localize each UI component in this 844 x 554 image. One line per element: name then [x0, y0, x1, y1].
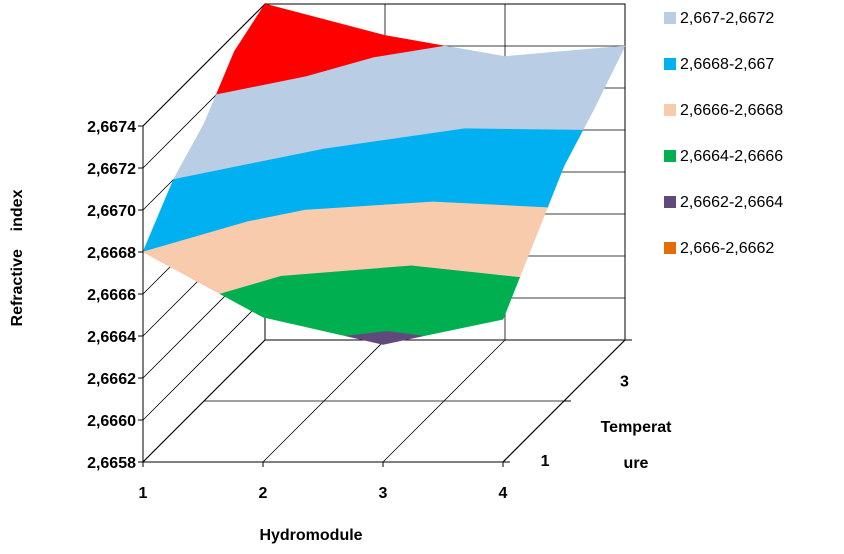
legend-swatch	[664, 196, 676, 208]
z-axis-title-line1: Temperat	[601, 419, 673, 436]
legend-swatch	[664, 12, 676, 24]
chart-legend: 2,667-2,6672 2,6668-2,667 2,6666-2,6668 2,6…	[664, 10, 783, 257]
legend-label: 2,667-2,6672	[680, 10, 774, 27]
legend-label: 2,6668-2,667	[680, 56, 774, 73]
legend-label: 2,6662-2,6664	[680, 194, 783, 211]
legend-swatch	[664, 150, 676, 162]
surface-patch	[382, 330, 424, 345]
x-tick-label: 4	[499, 485, 508, 502]
y-tick-label: 2,6662	[87, 371, 136, 388]
y-tick-label: 2,6674	[87, 119, 136, 136]
x-tick-label: 1	[139, 485, 148, 502]
y-tick-label: 2,6670	[87, 203, 136, 220]
x-axis-title: Hydromodule	[259, 527, 362, 544]
z-tick-label: 3	[620, 374, 629, 391]
legend-label: 2,6666-2,6668	[680, 102, 783, 119]
surface-patch	[432, 165, 565, 208]
y-axis-title: Refractive index	[9, 189, 26, 326]
x-tick-label: 2	[259, 485, 268, 502]
surface-patch	[463, 107, 595, 131]
y-tick-label: 2,6672	[87, 161, 136, 178]
surface-plot	[142, 3, 626, 345]
x-tick-label: 3	[379, 485, 388, 502]
chart-axes: 2,6658 2,6660 2,6662 2,6664 2,6666 2,6668 2,66…	[87, 119, 632, 502]
legend-swatch	[664, 58, 676, 70]
y-tick-label: 2,6668	[87, 245, 136, 262]
y-tick-label: 2,6658	[87, 455, 136, 472]
surface-patch	[443, 128, 584, 171]
z-tick-label: 1	[541, 453, 550, 470]
legend-label: 2,6664-2,6666	[680, 148, 783, 165]
legend-swatch	[664, 104, 676, 116]
z-axis-title-line2: ure	[624, 455, 649, 472]
legend-label: 2,666-2,6662	[680, 240, 774, 257]
y-tick-label: 2,6664	[87, 329, 136, 346]
legend-swatch	[664, 242, 676, 254]
y-tick-label: 2,6666	[87, 287, 136, 304]
y-tick-label: 2,6660	[87, 413, 136, 430]
